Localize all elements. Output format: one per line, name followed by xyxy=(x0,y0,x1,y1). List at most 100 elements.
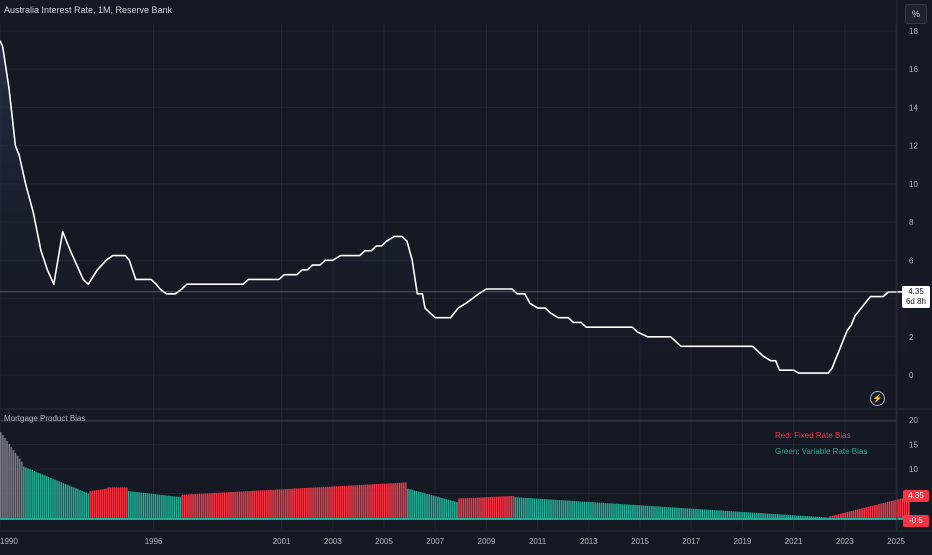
y-tick-label: 18 xyxy=(909,27,918,36)
bias-bar xyxy=(762,513,764,518)
bias-bar xyxy=(225,492,228,518)
bias-bar xyxy=(54,479,56,518)
bias-bar xyxy=(50,477,52,518)
bias-bar xyxy=(890,500,893,518)
bias-bar xyxy=(75,488,77,518)
bias-bar xyxy=(669,507,672,518)
bias-bar xyxy=(134,491,136,518)
bias-bar xyxy=(356,485,359,518)
bias-bar xyxy=(327,486,329,518)
bias-bar xyxy=(181,494,184,518)
bias-bar xyxy=(581,501,584,518)
bias-bar xyxy=(434,496,437,518)
bias-bar xyxy=(537,498,540,518)
bias-bar xyxy=(140,492,142,518)
bias-bar xyxy=(337,486,340,518)
bias-bar xyxy=(161,494,163,518)
bias-bar xyxy=(113,487,116,519)
bias-bar xyxy=(594,502,596,518)
bias-bar xyxy=(392,483,394,518)
bias-bar xyxy=(152,493,155,518)
bias-bar xyxy=(588,501,590,518)
bias-bar xyxy=(878,504,880,518)
bias-bar xyxy=(93,490,96,518)
bias-bar xyxy=(835,514,838,518)
bias-bar xyxy=(518,497,521,518)
bias-bar xyxy=(20,461,23,518)
bias-bar xyxy=(901,498,904,518)
bias-bar xyxy=(287,488,289,518)
bias-bar xyxy=(816,516,819,518)
bias-bar xyxy=(479,497,481,518)
bias-bar xyxy=(812,516,815,518)
bias-bar xyxy=(377,483,380,518)
bias-bar xyxy=(577,501,580,518)
bias-bar xyxy=(888,501,891,518)
bias-bar xyxy=(407,488,409,518)
bias-bar xyxy=(884,502,887,518)
bias-bar xyxy=(270,489,272,518)
bias-bar xyxy=(190,494,192,518)
bias-bar xyxy=(244,491,247,518)
bias-bar xyxy=(436,496,439,518)
bias-bar xyxy=(335,486,338,518)
bias-bar xyxy=(232,491,234,518)
bias-bar xyxy=(699,509,701,518)
bias-bar xyxy=(791,515,794,518)
bias-bar xyxy=(474,497,477,518)
bias-bar xyxy=(291,488,293,518)
bias-bar xyxy=(426,493,428,518)
bias-bar xyxy=(783,514,785,518)
bias-bar xyxy=(781,514,783,518)
bias-bar xyxy=(514,497,517,518)
bias-bar xyxy=(215,492,218,518)
bias-bar xyxy=(504,496,506,518)
bias-bar xyxy=(194,494,196,518)
bias-bar xyxy=(385,483,388,518)
bias-bar xyxy=(871,505,874,518)
bias-bar xyxy=(87,493,90,518)
bias-bar xyxy=(188,494,190,518)
bias-bar xyxy=(263,490,266,518)
bias-bar xyxy=(276,489,279,518)
bias-bar xyxy=(29,469,31,518)
bias-bar xyxy=(840,513,842,518)
bias-bar xyxy=(144,493,147,518)
bias-bar xyxy=(343,485,346,518)
y-tick-label: 6 xyxy=(909,256,914,265)
bias-bar xyxy=(196,493,199,518)
bias-bar xyxy=(369,484,371,518)
bias-bar xyxy=(14,452,17,518)
bias-bar xyxy=(802,515,804,518)
x-tick-label: 2017 xyxy=(682,537,700,546)
bias-bar xyxy=(659,506,661,518)
bias-bar xyxy=(89,491,92,518)
bias-bar xyxy=(903,497,906,518)
bias-bar xyxy=(6,441,8,518)
bias-bar xyxy=(217,492,220,518)
bias-bar xyxy=(91,490,94,518)
percent-scale-button[interactable]: % xyxy=(905,4,927,24)
bias-bar xyxy=(703,509,706,518)
bias-bar xyxy=(850,510,853,518)
x-tick-label: 2021 xyxy=(785,537,803,546)
bias-bar xyxy=(381,483,384,518)
bias-bar xyxy=(249,491,251,518)
lightning-icon[interactable]: ⚡ xyxy=(870,391,885,406)
bias-bar xyxy=(690,508,693,518)
rate-series-line[interactable] xyxy=(0,40,911,374)
bias-bar xyxy=(12,449,15,518)
bias-bar xyxy=(806,516,808,518)
bias-bar xyxy=(35,471,38,518)
bias-bar xyxy=(846,512,849,518)
bias-bar xyxy=(604,503,607,518)
bias-bar xyxy=(52,478,54,518)
bias-bar xyxy=(183,494,186,518)
bias-bar xyxy=(240,491,243,518)
bias-bar xyxy=(726,510,729,518)
bias-bar xyxy=(146,493,149,518)
bias-bar xyxy=(45,476,48,518)
bias-bar xyxy=(653,506,655,518)
bias-bar xyxy=(115,487,118,519)
